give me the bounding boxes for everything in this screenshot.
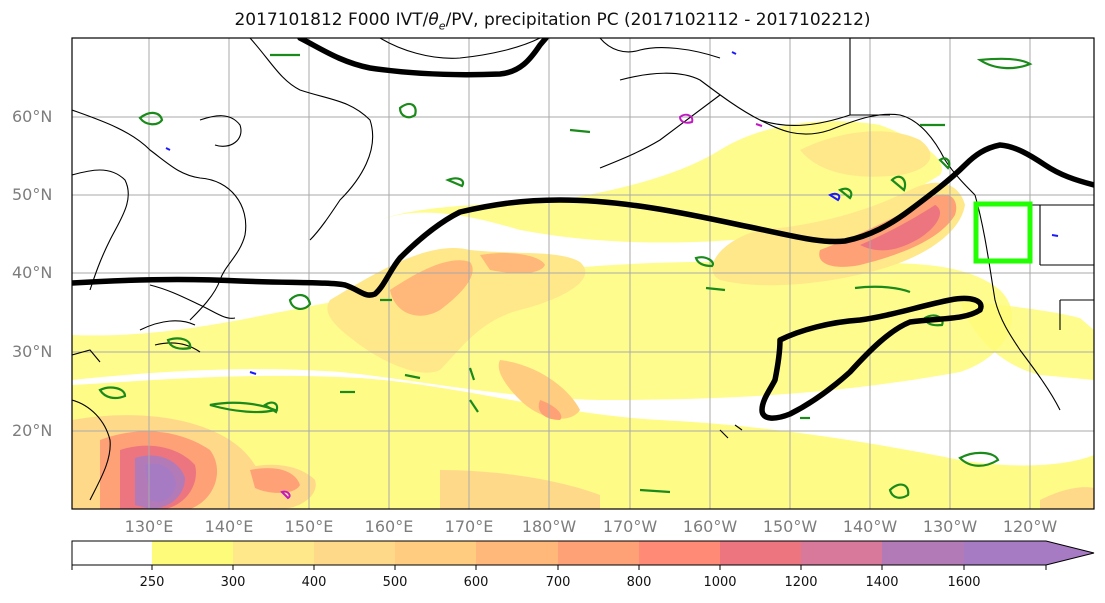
lon-label-150w: 150°W [762,517,818,536]
lon-label-170e: 170°E [444,517,494,536]
colorbar-bin-0 [72,541,152,565]
lon-label-160e: 160°E [364,517,414,536]
colorbar-bin-8 [720,541,801,565]
colorbar-label-1400: 1400 [865,575,899,590]
map-frame [71,37,1095,510]
pv-contours-blue [165,51,1059,375]
colorbar-label-1600: 1600 [947,575,981,590]
colorbar-bin-9 [801,541,882,565]
colorbar-label-700: 700 [545,575,571,590]
lat-label-40n: 40°N [12,263,53,282]
colorbar-bin-1 [152,541,233,565]
colorbar-bin-5 [476,541,558,565]
colorbar-bin-10 [882,541,964,565]
title-theta-subscript: e [438,19,446,33]
colorbar-bin-3 [314,541,395,565]
lon-label-180w: 180°W [521,517,577,536]
colorbar-label-250: 250 [139,575,165,590]
colorbar-bin-7 [639,541,720,565]
colorbar-bin-4 [395,541,476,565]
graticule [72,38,1094,509]
lat-label-20n: 20°N [12,421,53,440]
lon-label-120w: 120°W [1002,517,1058,536]
title-theta: θ [428,10,439,30]
precipitation-shading [72,121,1094,509]
lon-label-140w: 140°W [842,517,898,536]
title-prefix: 2017101812 F000 IVT/ [234,10,429,30]
colorbar-bin-6 [558,541,639,565]
colorbar-extend-arrow [964,541,1094,565]
colorbar-label-800: 800 [626,575,652,590]
pv-contours-magenta [280,113,763,500]
title-suffix: /PV, precipitation PC (2017102112 - 2017… [445,10,871,30]
lat-label-50n: 50°N [12,185,53,204]
colorbar-label-300: 300 [220,575,246,590]
ivt-contours [72,38,1094,421]
lat-label-30n: 30°N [12,342,53,361]
target-region-box [973,201,1033,264]
coastlines [72,38,1094,501]
colorbar-label-400: 400 [301,575,327,590]
colorbar-label-1000: 1000 [703,575,737,590]
lon-label-170w: 170°W [602,517,658,536]
lon-label-130e: 130°E [124,517,174,536]
colorbar-outline [71,540,1095,566]
colorbar-label-1200: 1200 [784,575,818,590]
colorbar-label-600: 600 [463,575,489,590]
map-title: 2017101812 F000 IVT/θe/PV, precipitation… [0,10,1105,32]
lon-label-130w: 130°W [922,517,978,536]
colorbar-bin-2 [233,541,314,565]
colorbar [71,540,1095,570]
lon-label-160w: 160°W [682,517,738,536]
lon-label-140e: 140°E [204,517,254,536]
lon-label-150e: 150°E [284,517,334,536]
colorbar-label-500: 500 [382,575,408,590]
lat-label-60n: 60°N [12,107,53,126]
